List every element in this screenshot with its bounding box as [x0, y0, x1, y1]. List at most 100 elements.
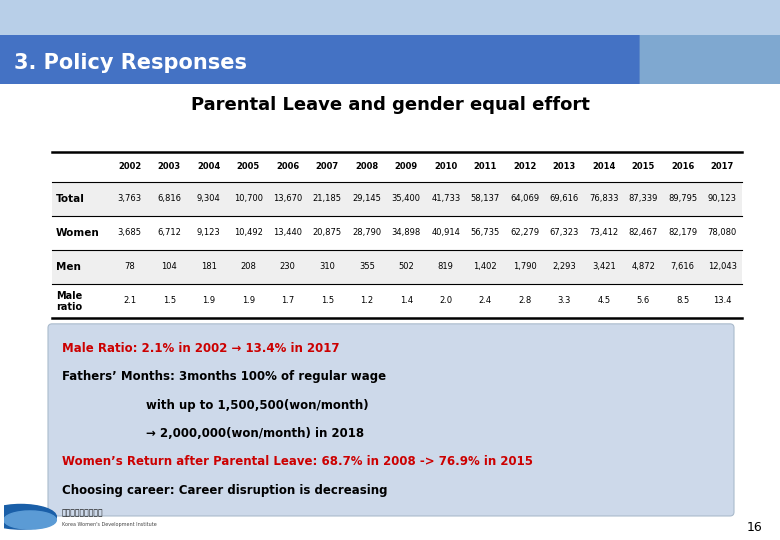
Text: 58,137: 58,137 — [470, 194, 500, 203]
Text: 1.5: 1.5 — [163, 296, 176, 305]
Text: 13,670: 13,670 — [273, 194, 303, 203]
FancyBboxPatch shape — [48, 324, 734, 516]
Text: 4,872: 4,872 — [631, 262, 655, 271]
Text: 1,790: 1,790 — [513, 262, 537, 271]
Text: Women: Women — [56, 228, 100, 238]
Text: 3,421: 3,421 — [592, 262, 615, 271]
Text: 12,043: 12,043 — [707, 262, 737, 271]
Text: 29,145: 29,145 — [353, 194, 381, 203]
Bar — [52, 216, 742, 250]
Text: 1.9: 1.9 — [202, 296, 215, 305]
Text: 한국여성정책연구원: 한국여성정책연구원 — [62, 508, 104, 517]
Text: 230: 230 — [280, 262, 296, 271]
Text: 2014: 2014 — [592, 162, 615, 171]
Text: 2009: 2009 — [395, 162, 418, 171]
Text: Parental Leave and gender equal effort: Parental Leave and gender equal effort — [190, 96, 590, 114]
Text: 181: 181 — [200, 262, 217, 271]
Text: 1.9: 1.9 — [242, 296, 255, 305]
Text: 10,700: 10,700 — [234, 194, 263, 203]
Text: Total: Total — [56, 194, 85, 204]
Text: with up to 1,500,500(won/month): with up to 1,500,500(won/month) — [146, 399, 369, 411]
Text: 56,735: 56,735 — [470, 228, 500, 237]
Text: 2010: 2010 — [434, 162, 457, 171]
Text: Male Ratio: 2.1% in 2002 → 13.4% in 2017: Male Ratio: 2.1% in 2002 → 13.4% in 2017 — [62, 342, 339, 355]
Text: 104: 104 — [161, 262, 177, 271]
Text: 1.4: 1.4 — [399, 296, 413, 305]
Bar — [52, 250, 742, 284]
FancyBboxPatch shape — [640, 28, 780, 91]
Text: 819: 819 — [438, 262, 454, 271]
Text: 2008: 2008 — [355, 162, 378, 171]
Text: 2007: 2007 — [316, 162, 339, 171]
Text: 10,492: 10,492 — [234, 228, 263, 237]
Text: 3,685: 3,685 — [118, 228, 142, 237]
Text: 3.3: 3.3 — [558, 296, 571, 305]
Text: 2016: 2016 — [671, 162, 694, 171]
Text: 78,080: 78,080 — [707, 228, 737, 237]
Text: → 2,000,000(won/month) in 2018: → 2,000,000(won/month) in 2018 — [146, 427, 364, 440]
Text: 89,795: 89,795 — [668, 194, 697, 203]
Text: 3. Policy Responses: 3. Policy Responses — [14, 53, 247, 73]
Text: 6,712: 6,712 — [158, 228, 181, 237]
Text: 64,069: 64,069 — [510, 194, 539, 203]
Text: 82,179: 82,179 — [668, 228, 697, 237]
Text: Male: Male — [56, 291, 82, 301]
Text: 2017: 2017 — [711, 162, 734, 171]
Text: 67,323: 67,323 — [550, 228, 579, 237]
Text: 82,467: 82,467 — [629, 228, 658, 237]
Text: 502: 502 — [399, 262, 414, 271]
Text: 73,412: 73,412 — [589, 228, 619, 237]
Text: 34,898: 34,898 — [392, 228, 421, 237]
Text: 1.2: 1.2 — [360, 296, 374, 305]
Text: 40,914: 40,914 — [431, 228, 460, 237]
Text: 35,400: 35,400 — [392, 194, 420, 203]
Text: 4.5: 4.5 — [597, 296, 610, 305]
Text: 8.5: 8.5 — [676, 296, 690, 305]
Text: ratio: ratio — [56, 302, 82, 312]
Text: 62,279: 62,279 — [510, 228, 539, 237]
Text: 1.5: 1.5 — [321, 296, 334, 305]
Text: 2.4: 2.4 — [479, 296, 492, 305]
Text: 2012: 2012 — [513, 162, 537, 171]
Text: Women’s Return after Parental Leave: 68.7% in 2008 -> 76.9% in 2015: Women’s Return after Parental Leave: 68.… — [62, 455, 533, 468]
Text: Korea Women's Development Institute: Korea Women's Development Institute — [62, 522, 157, 528]
Text: 16: 16 — [746, 521, 762, 534]
Text: 20,875: 20,875 — [313, 228, 342, 237]
Text: Fathers’ Months: 3months 100% of regular wage: Fathers’ Months: 3months 100% of regular… — [62, 370, 386, 383]
Text: 2.0: 2.0 — [439, 296, 452, 305]
Text: 1,402: 1,402 — [473, 262, 497, 271]
Text: 1.7: 1.7 — [281, 296, 294, 305]
Text: 5.6: 5.6 — [636, 296, 650, 305]
Text: 310: 310 — [319, 262, 335, 271]
Text: 355: 355 — [359, 262, 374, 271]
Text: 7,616: 7,616 — [671, 262, 695, 271]
Text: 208: 208 — [240, 262, 256, 271]
Text: 90,123: 90,123 — [707, 194, 737, 203]
Text: 21,185: 21,185 — [313, 194, 342, 203]
Text: 41,733: 41,733 — [431, 194, 460, 203]
Text: 2006: 2006 — [276, 162, 300, 171]
Text: 2013: 2013 — [552, 162, 576, 171]
Text: 2003: 2003 — [158, 162, 181, 171]
Text: 76,833: 76,833 — [589, 194, 619, 203]
Bar — [52, 284, 742, 318]
Text: 78: 78 — [124, 262, 135, 271]
Text: 69,616: 69,616 — [550, 194, 579, 203]
Text: 2015: 2015 — [632, 162, 655, 171]
Circle shape — [4, 511, 56, 529]
Text: 28,790: 28,790 — [353, 228, 381, 237]
Text: 2.8: 2.8 — [518, 296, 531, 305]
Text: Men: Men — [56, 262, 81, 272]
Text: 2.1: 2.1 — [123, 296, 136, 305]
Text: 2002: 2002 — [118, 162, 141, 171]
Text: 2011: 2011 — [473, 162, 497, 171]
Text: 2005: 2005 — [236, 162, 260, 171]
Text: 2004: 2004 — [197, 162, 221, 171]
Text: 6,816: 6,816 — [158, 194, 181, 203]
Text: Choosing career: Career disruption is decreasing: Choosing career: Career disruption is de… — [62, 483, 388, 496]
Text: 2,293: 2,293 — [552, 262, 576, 271]
Text: 3,763: 3,763 — [118, 194, 142, 203]
Text: 9,123: 9,123 — [197, 228, 221, 237]
Text: 9,304: 9,304 — [197, 194, 221, 203]
Text: 13,440: 13,440 — [273, 228, 303, 237]
